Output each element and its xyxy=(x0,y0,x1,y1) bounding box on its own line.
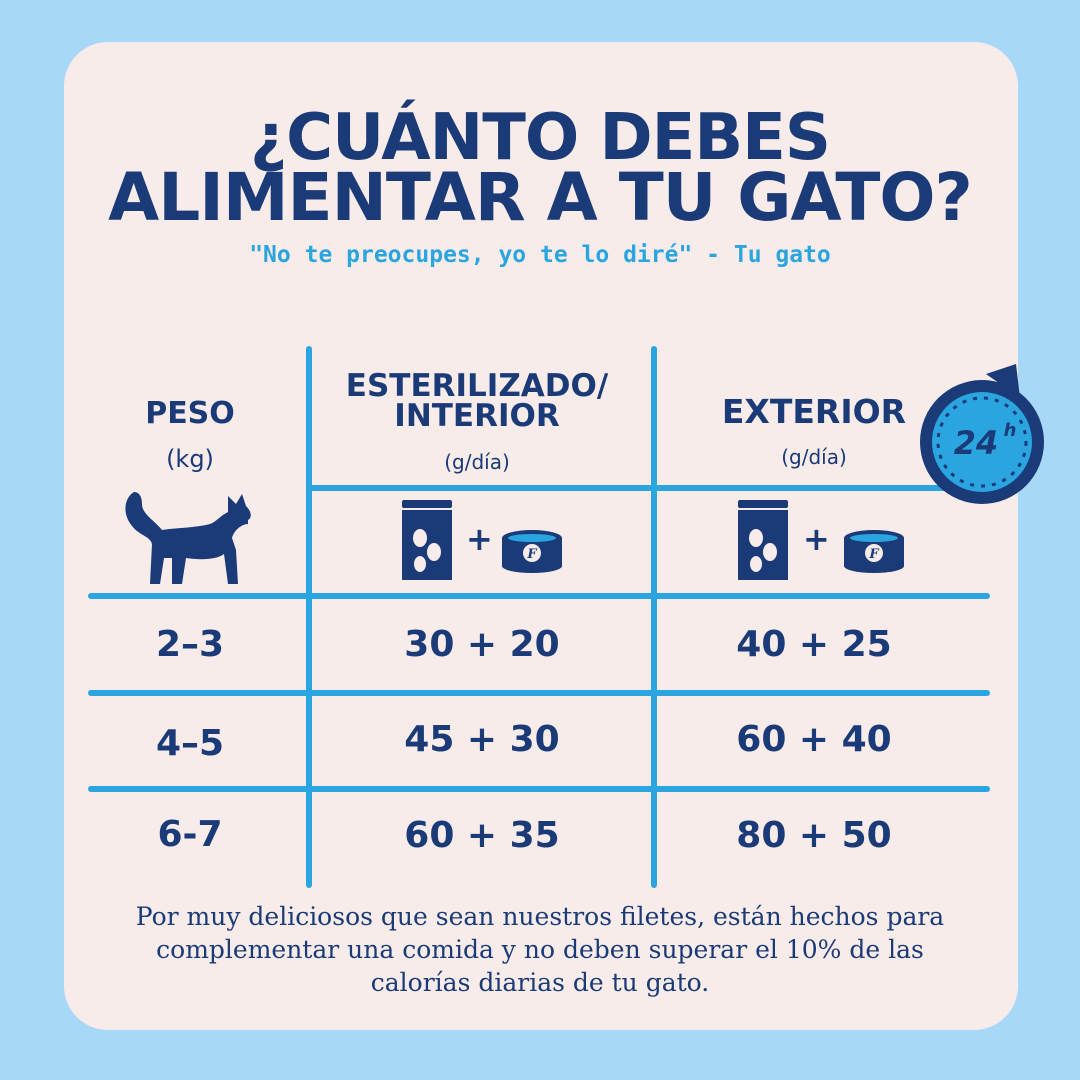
page-title-line1: ¿CUÁNTO DEBES xyxy=(250,101,831,175)
grid-vline-1 xyxy=(306,346,312,888)
badge-24-label: 24 xyxy=(954,424,999,462)
plus-sign-outdoor: + xyxy=(803,520,830,558)
plus-sign-indoor: + xyxy=(466,520,493,558)
header-outdoor: EXTERIOR xyxy=(721,392,907,431)
footer-note: Por muy deliciosos que sean nuestros fil… xyxy=(110,900,970,999)
footer-line-3: calorías diarias de tu gato. xyxy=(370,968,710,997)
dry-food-bag-icon xyxy=(738,500,788,580)
footer-line-2: complementar una comida y no deben super… xyxy=(156,935,924,964)
footer-line-1: Por muy deliciosos que sean nuestros fil… xyxy=(135,902,945,931)
row-2-indoor: 45 + 30 xyxy=(404,719,560,760)
grid-hline-2 xyxy=(88,690,990,696)
badge-h-label: h xyxy=(1004,420,1017,441)
wet-food-can-icon: F xyxy=(502,530,562,573)
row-1-weight: 2–3 xyxy=(155,624,225,665)
row-3-weight: 6-7 xyxy=(157,814,223,855)
subtitle-quote: "No te preocupes, yo te lo diré" - Tu ga… xyxy=(249,242,831,268)
header-indoor-line2: INTERIOR xyxy=(394,398,560,434)
svg-text:F: F xyxy=(868,547,879,562)
header-indoor-unit: (g/día) xyxy=(444,450,510,474)
grid-vline-2 xyxy=(651,346,657,888)
row-3-indoor: 60 + 35 xyxy=(404,815,560,856)
row-1-indoor: 30 + 20 xyxy=(404,624,560,665)
grid-hline-1 xyxy=(88,593,990,599)
header-outdoor-unit: (g/día) xyxy=(781,445,847,469)
grid-hline-3 xyxy=(88,786,990,792)
page-title-line2: ALIMENTAR A TU GATO? xyxy=(108,159,973,236)
header-weight: PESO xyxy=(145,396,235,431)
header-indoor-line1: ESTERILIZADO/ xyxy=(345,368,609,404)
clock-24h-icon: 24 h xyxy=(920,364,1044,504)
row-2-outdoor: 60 + 40 xyxy=(736,719,892,760)
header-weight-unit: (kg) xyxy=(166,445,214,473)
row-3-outdoor: 80 + 50 xyxy=(736,815,892,856)
grid-hline-header xyxy=(309,485,949,491)
svg-text:F: F xyxy=(526,547,537,562)
dry-food-bag-icon xyxy=(402,500,452,580)
wet-food-can-icon: F xyxy=(844,530,904,573)
row-1-outdoor: 40 + 25 xyxy=(736,624,892,665)
cat-icon xyxy=(125,492,251,584)
row-2-weight: 4–5 xyxy=(155,723,225,764)
